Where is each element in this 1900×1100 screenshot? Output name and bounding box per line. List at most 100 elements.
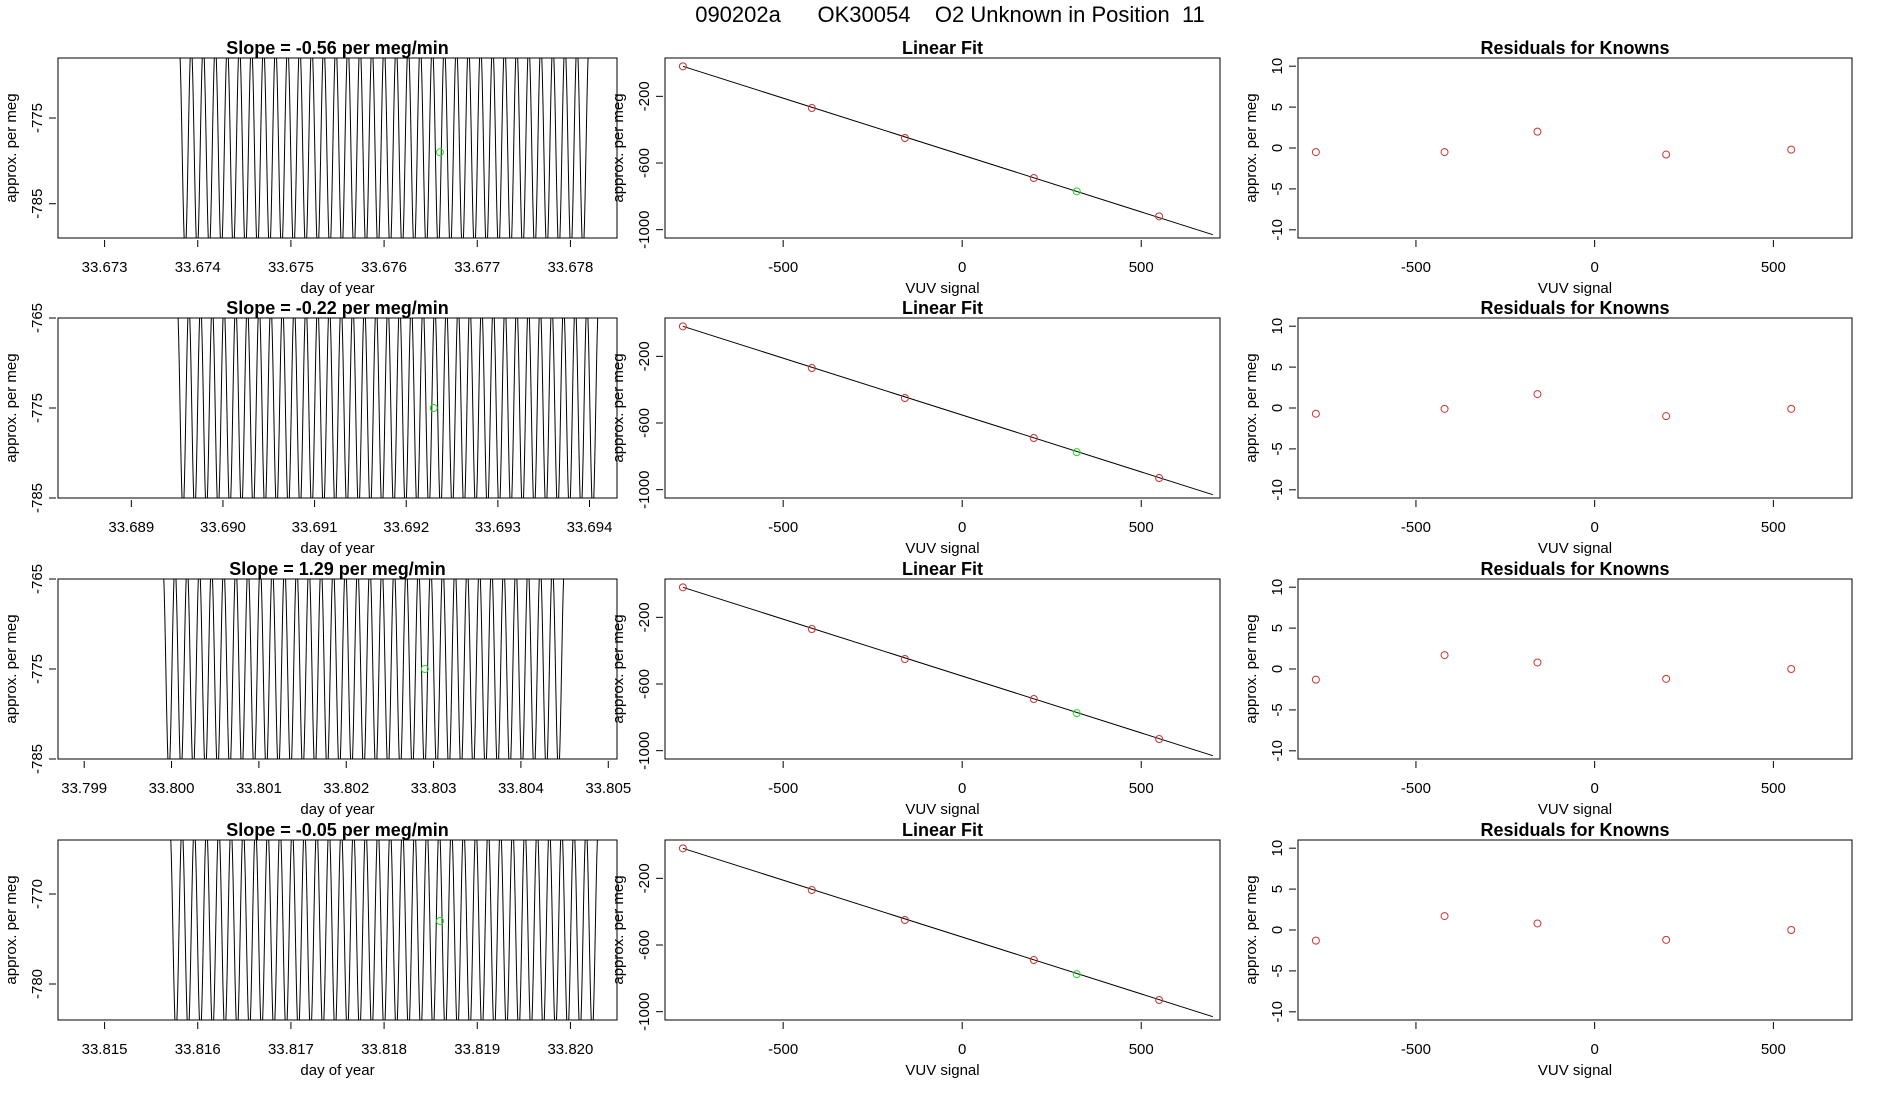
row1-fit-ytick-label: -1000 — [636, 210, 653, 248]
row4-residuals-ylabel: approx. per meg — [1243, 875, 1260, 984]
row4-residuals-residual-point — [1787, 926, 1796, 934]
row2-fit-ytick-label: -1000 — [636, 470, 653, 508]
row4-fit-xtick-label: 0 — [958, 1041, 966, 1058]
row3-residuals-ytick-label: 0 — [1269, 665, 1286, 673]
row3-residuals-ylabel: approx. per meg — [1243, 614, 1260, 723]
row2-fit-known-point — [900, 394, 909, 402]
row1-fit-title: Linear Fit — [902, 38, 983, 58]
row3-residuals-xlabel: VUV signal — [1538, 801, 1612, 818]
row3-trace-xtick-label: 33.805 — [585, 780, 631, 797]
row2-trace-xtick-label: 33.689 — [108, 519, 154, 536]
row1-residuals-xlabel: VUV signal — [1538, 280, 1612, 297]
row3-trace-xtick-label: 33.800 — [149, 780, 195, 797]
row3-trace-ylabel: approx. per meg — [3, 614, 20, 723]
row4-fit-xtick-label: 500 — [1129, 1041, 1154, 1058]
row2-trace-title: Slope = -0.22 per meg/min — [226, 298, 449, 318]
row3-residuals-xtick-label: -500 — [1401, 780, 1431, 797]
row4-fit-unknown-point — [1072, 970, 1081, 979]
row2-residuals-xlabel: VUV signal — [1538, 540, 1612, 557]
row4-residuals-xtick-label: -500 — [1401, 1041, 1431, 1058]
row4-trace-xtick-label: 33.815 — [82, 1041, 128, 1058]
row4-fit-known-point — [678, 844, 687, 853]
row3-residuals-title: Residuals for Knowns — [1480, 559, 1669, 579]
row1-residuals-ytick-label: -10 — [1269, 219, 1286, 241]
row1-trace-ytick-label: -775 — [29, 103, 46, 133]
row2-residuals-ytick-label: 5 — [1269, 363, 1286, 371]
row2-fit-ylabel: approx. per meg — [610, 353, 627, 462]
row4-fit-xtick-label: -500 — [768, 1041, 798, 1058]
row1-fit-known-point — [807, 104, 816, 112]
row3-trace-xtick-label: 33.799 — [61, 780, 107, 797]
row4-residuals-residual-point — [1533, 919, 1542, 928]
row4-residuals-ytick-label: -10 — [1269, 1001, 1286, 1023]
row4-residuals-residual-point — [1311, 936, 1320, 945]
row1-residuals-ytick-label: 10 — [1269, 58, 1286, 75]
row3-residuals-ytick-label: 5 — [1269, 624, 1286, 632]
row4-fit-known-point — [1155, 996, 1164, 1004]
row3-fit-known-point — [678, 583, 687, 592]
row4-residuals-residual-point — [1440, 912, 1449, 921]
row2-fit-known-point — [678, 322, 687, 331]
row4-residuals-ytick-label: 0 — [1269, 926, 1286, 934]
row4-residuals-xtick-label: 500 — [1761, 1041, 1786, 1058]
row4-trace-ytick-label: -770 — [29, 879, 46, 909]
row4-fit-title: Linear Fit — [902, 820, 983, 840]
row1-trace-xtick-label: 33.677 — [454, 259, 500, 276]
row2-trace-ylabel: approx. per meg — [3, 353, 20, 462]
row3-fit-xtick-label: 500 — [1129, 780, 1154, 797]
row4-fit-ytick-label: -1000 — [636, 992, 653, 1030]
row3-fit-known-point — [807, 625, 816, 633]
row3-residuals-frame — [1297, 578, 1853, 760]
row2-residuals-xtick-label: -500 — [1401, 519, 1431, 536]
row1-fit-known-point — [900, 134, 909, 142]
row3-residuals-xtick-label: 0 — [1590, 780, 1598, 797]
row3-fit-title: Linear Fit — [902, 559, 983, 579]
row1-trace-xtick-label: 33.673 — [82, 259, 128, 276]
row1-residuals-residual-point — [1533, 127, 1542, 136]
row3-trace-trace-line — [162, 578, 565, 760]
row2-fit-known-point — [807, 364, 816, 372]
row2-residuals-ytick-label: 0 — [1269, 404, 1286, 412]
row3-fit-xtick-label: -500 — [768, 780, 798, 797]
row3-fit-xtick-label: 0 — [958, 780, 966, 797]
row3-fit-fit-line — [682, 586, 1213, 757]
row2-trace-ytick-label: -785 — [29, 483, 46, 513]
row1-residuals-frame — [1297, 57, 1853, 239]
row3-fit-ylabel: approx. per meg — [610, 614, 627, 723]
row3-trace-ytick-label: -775 — [29, 654, 46, 684]
row1-trace-ylabel: approx. per meg — [3, 93, 20, 202]
row3-trace-xtick-label: 33.804 — [498, 780, 544, 797]
row3-trace-ytick-label: -785 — [29, 744, 46, 774]
row3-trace-title: Slope = 1.29 per meg/min — [229, 559, 446, 579]
row1-residuals-residual-point — [1662, 150, 1671, 159]
figure-title: 090202a OK30054 O2 Unknown in Position 1… — [695, 2, 1205, 27]
row2-residuals-title: Residuals for Knowns — [1480, 298, 1669, 318]
row4-residuals-title: Residuals for Knowns — [1480, 820, 1669, 840]
row2-trace-xtick-label: 33.691 — [292, 519, 338, 536]
row3-fit-known-point — [900, 655, 909, 663]
row2-residuals-residual-point — [1311, 409, 1320, 418]
row3-residuals-residual-point — [1311, 675, 1320, 684]
row2-trace-frame — [57, 317, 618, 499]
row2-fit-xtick-label: 500 — [1129, 519, 1154, 536]
row2-fit-unknown-point — [1072, 448, 1081, 457]
row4-residuals-residual-point — [1662, 935, 1671, 944]
row2-fit-xtick-label: 0 — [958, 519, 966, 536]
row1-fit-xtick-label: 500 — [1129, 259, 1154, 276]
row3-trace-ytick-label: -765 — [29, 564, 46, 594]
row1-trace-xtick-label: 33.675 — [268, 259, 314, 276]
row1-fit-fit-line — [682, 65, 1213, 236]
row2-trace-ytick-label: -765 — [29, 303, 46, 333]
row1-trace-xtick-label: 33.678 — [547, 259, 593, 276]
row1-residuals-residual-point — [1787, 145, 1796, 154]
row1-residuals-residual-point — [1311, 148, 1320, 157]
row3-fit-known-point — [1155, 735, 1164, 743]
row1-trace-ytick-label: -785 — [29, 189, 46, 219]
row2-trace-xtick-label: 33.692 — [383, 519, 429, 536]
row2-residuals-ytick-label: 10 — [1269, 318, 1286, 335]
row4-trace-unknown-point — [435, 917, 444, 925]
row1-trace-trace-line — [179, 57, 590, 239]
row1-residuals-ytick-label: 5 — [1269, 103, 1286, 111]
row1-trace-unknown-point — [435, 148, 444, 157]
